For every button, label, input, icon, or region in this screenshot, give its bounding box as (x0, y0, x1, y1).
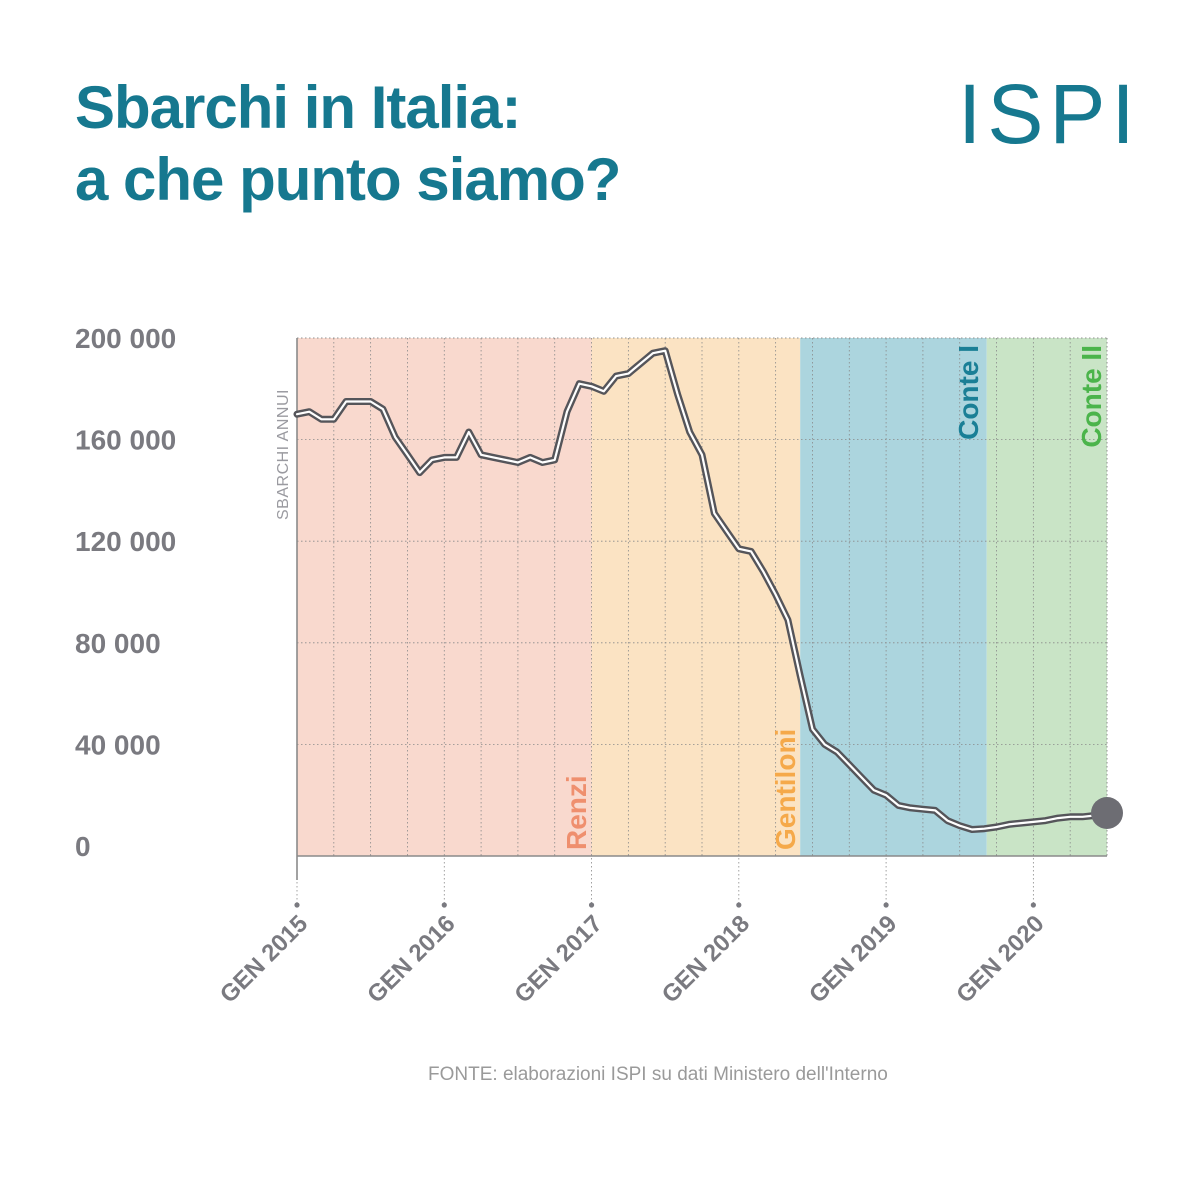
page-title: Sbarchi in Italia: a che punto siamo? (75, 72, 621, 216)
band-conte-i (800, 338, 987, 856)
y-tick-label: 80 000 (75, 628, 161, 659)
x-tick-label: GEN 2018 (657, 910, 755, 1008)
source-note: FONTE: elaborazioni ISPI su dati Ministe… (428, 1064, 888, 1085)
x-tick-dot (1030, 902, 1036, 908)
x-tick-dot (441, 902, 447, 908)
x-tick-label: GEN 2016 (362, 910, 460, 1008)
band-renzi (297, 338, 592, 856)
y-tick-label: 200 000 (75, 323, 176, 354)
y-tick-label: 40 000 (75, 729, 161, 760)
y-axis-title: SBARCHI ANNUI (275, 389, 292, 520)
x-tick-label: GEN 2015 (215, 910, 313, 1008)
latest-value-marker (1091, 796, 1123, 829)
x-tick-label: GEN 2020 (951, 910, 1049, 1008)
band-gentiloni (591, 338, 801, 856)
title-line-1: Sbarchi in Italia: (75, 74, 521, 141)
band-label-conte-i: Conte I (953, 345, 984, 440)
y-tick-label: 120 000 (75, 526, 176, 557)
y-tick-label: 160 000 (75, 425, 176, 456)
ispi-logo: ISPI (958, 67, 1141, 161)
band-label-conte-ii: Conte II (1076, 345, 1107, 448)
x-tick-dot (883, 902, 889, 908)
title-line-2: a che punto siamo? (75, 146, 621, 213)
series-line-inner (295, 349, 1109, 831)
x-tick-label: GEN 2019 (804, 910, 902, 1008)
x-tick-label: GEN 2017 (509, 910, 607, 1008)
y-tick-label: 0 (75, 831, 91, 862)
band-conte-ii (986, 338, 1107, 856)
band-label-gentiloni: Gentiloni (770, 729, 801, 850)
x-tick-dot (736, 902, 742, 908)
band-label-renzi: Renzi (561, 775, 592, 850)
x-tick-dot (294, 902, 300, 908)
x-tick-dot (588, 902, 595, 908)
